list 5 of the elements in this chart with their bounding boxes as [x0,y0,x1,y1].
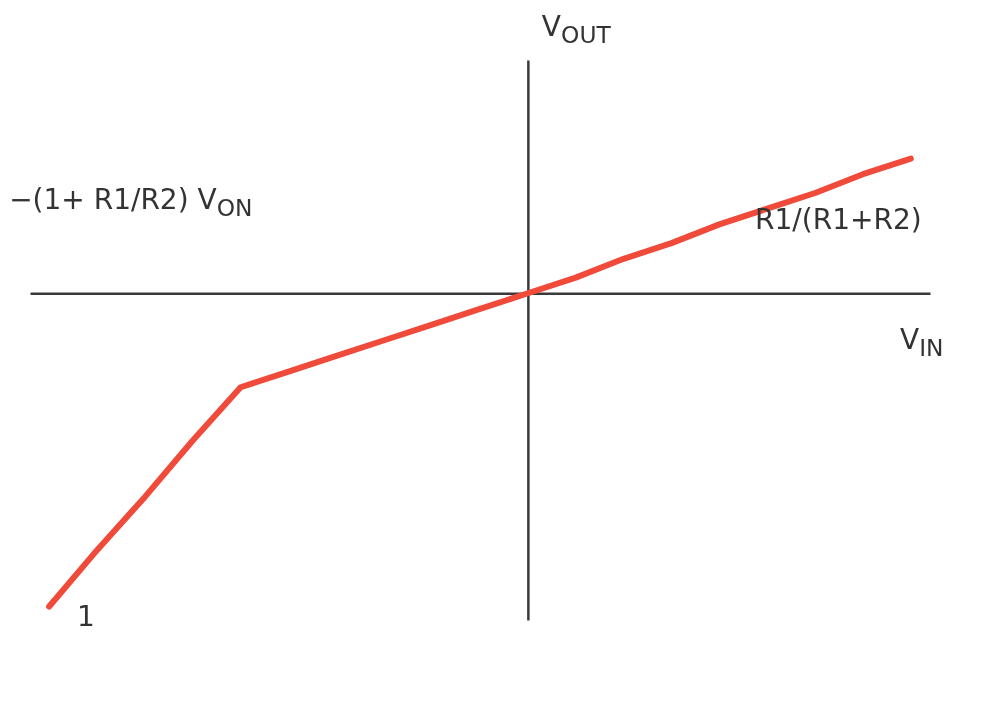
annotation: R1/(R1+R2) [755,203,922,237]
annotation: −(1+ R1/R2) V$_{ON}$ [9,183,253,222]
x-axis-title: V$_{IN}$ [900,323,944,362]
annotation: 1 [77,600,95,634]
y-axis-title: V$_{OUT}$ [541,10,611,49]
